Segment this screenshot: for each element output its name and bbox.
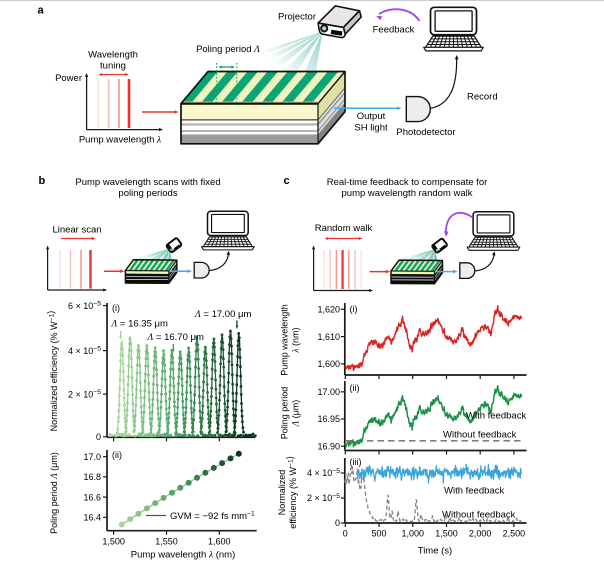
- svg-text:Linear scan: Linear scan: [52, 225, 101, 236]
- svg-text:pump wavelength random walk: pump wavelength random walk: [342, 188, 473, 199]
- svg-text:c: c: [284, 175, 290, 187]
- svg-text:(i): (i): [350, 304, 358, 314]
- svg-text:1,600: 1,600: [317, 359, 340, 369]
- svg-text:2,500: 2,500: [503, 529, 526, 539]
- svg-text:Without feedback: Without feedback: [442, 509, 516, 520]
- svg-text:1,600: 1,600: [208, 537, 231, 547]
- svg-text:Time (s): Time (s): [418, 546, 452, 557]
- svg-text:Pump wavelength: Pump wavelength: [280, 304, 290, 376]
- svg-text:Normalized efficiency (% W−1): Normalized efficiency (% W−1): [46, 311, 59, 432]
- svg-text:4 × 10−5: 4 × 10−5: [68, 346, 101, 356]
- svg-text:16.6: 16.6: [83, 492, 101, 502]
- svg-text:1,550: 1,550: [155, 537, 178, 547]
- svg-text:Normalized: Normalized: [277, 470, 287, 516]
- svg-text:Pump wavelength λ (nm): Pump wavelength λ (nm): [131, 550, 235, 561]
- svg-text:b: b: [39, 175, 46, 187]
- svg-text:Λ (μm): Λ (μm): [291, 400, 301, 428]
- svg-text:Wavelength: Wavelength: [88, 50, 138, 61]
- svg-text:500: 500: [372, 529, 387, 539]
- svg-text:1,620: 1,620: [317, 305, 340, 315]
- svg-text:λ (nm): λ (nm): [291, 328, 301, 354]
- svg-text:16.90: 16.90: [317, 441, 340, 451]
- svg-text:With feedback: With feedback: [444, 486, 504, 497]
- svg-text:Poling period Λ (μm): Poling period Λ (μm): [49, 452, 59, 534]
- svg-text:Real-time feedback to compensa: Real-time feedback to compensate for: [327, 177, 488, 188]
- svg-text:GVM = −92 fs mm−1: GVM = −92 fs mm−1: [170, 511, 255, 522]
- svg-text:Without feedback: Without feedback: [443, 430, 517, 441]
- svg-text:Pump wavelength λ: Pump wavelength λ: [79, 135, 161, 146]
- svg-text:a: a: [38, 5, 45, 17]
- svg-text:Poling period Λ: Poling period Λ: [196, 44, 260, 55]
- svg-text:Projector: Projector: [278, 12, 316, 23]
- svg-text:Poling period: Poling period: [280, 387, 290, 440]
- svg-text:16.8: 16.8: [83, 472, 101, 482]
- svg-text:16.4: 16.4: [83, 513, 101, 523]
- svg-text:4 × 10−5: 4 × 10−5: [307, 468, 340, 478]
- svg-text:efficiency (% W−1): efficiency (% W−1): [285, 456, 298, 529]
- svg-text:Photodetector: Photodetector: [396, 127, 455, 138]
- svg-text:2 × 10−5: 2 × 10−5: [307, 493, 340, 503]
- svg-text:Output: Output: [357, 111, 386, 122]
- svg-text:(iii): (iii): [350, 457, 362, 467]
- svg-text:Pump wavelength scans with fix: Pump wavelength scans with fixed: [75, 177, 220, 188]
- svg-text:1,500: 1,500: [435, 529, 458, 539]
- svg-text:Λ = 16.35 μm: Λ = 16.35 μm: [111, 319, 168, 330]
- svg-text:17.00: 17.00: [317, 387, 340, 397]
- svg-text:Λ = 16.70 μm: Λ = 16.70 μm: [147, 332, 204, 343]
- svg-text:0: 0: [335, 518, 340, 528]
- svg-text:(ii): (ii): [112, 450, 122, 460]
- svg-text:2 × 10−5: 2 × 10−5: [68, 389, 101, 399]
- svg-text:1,610: 1,610: [317, 332, 340, 342]
- svg-text:0: 0: [343, 529, 348, 539]
- svg-text:Power: Power: [55, 73, 82, 84]
- svg-text:1,000: 1,000: [401, 529, 424, 539]
- svg-text:SH light: SH light: [354, 123, 388, 134]
- svg-text:tuning: tuning: [100, 61, 126, 72]
- svg-text:Random walk: Random walk: [315, 223, 373, 234]
- svg-text:16.95: 16.95: [317, 414, 340, 424]
- svg-text:6 × 10−5: 6 × 10−5: [68, 301, 101, 311]
- svg-text:2,000: 2,000: [469, 529, 492, 539]
- svg-text:0: 0: [96, 432, 101, 442]
- svg-text:With feedback: With feedback: [466, 410, 526, 421]
- svg-text:(i): (i): [112, 303, 120, 313]
- svg-text:(ii): (ii): [350, 383, 360, 393]
- svg-text:Feedback: Feedback: [373, 25, 415, 36]
- svg-text:17.0: 17.0: [83, 452, 101, 462]
- svg-text:poling periods: poling periods: [118, 188, 177, 199]
- svg-text:1,500: 1,500: [102, 537, 125, 547]
- svg-text:Λ = 17.00 μm: Λ = 17.00 μm: [194, 309, 251, 320]
- svg-text:Record: Record: [467, 92, 498, 103]
